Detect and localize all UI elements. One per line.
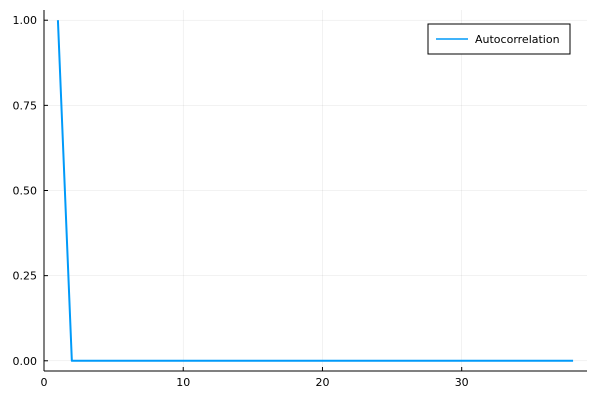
grid bbox=[43, 10, 587, 371]
series-layer bbox=[56, 20, 574, 362]
x-tick-label: 30 bbox=[455, 376, 469, 389]
x-axis-ticks: 0 10 20 30 bbox=[41, 367, 469, 389]
x-tick-label: 0 bbox=[41, 376, 48, 389]
y-tick-label: 0.50 bbox=[13, 185, 38, 198]
y-tick-label: 0.75 bbox=[13, 99, 38, 112]
x-tick-label: 20 bbox=[315, 376, 329, 389]
legend: Autocorrelation bbox=[427, 23, 571, 55]
series-line-autocorrelation bbox=[56, 20, 574, 362]
y-tick-label: 0.00 bbox=[13, 355, 38, 368]
x-tick-label: 10 bbox=[176, 376, 190, 389]
legend-label-autocorrelation: Autocorrelation bbox=[475, 33, 560, 46]
y-axis-ticks: 0.00 0.25 0.50 0.75 1.00 bbox=[13, 14, 48, 368]
y-tick-label: 1.00 bbox=[13, 14, 38, 27]
y-tick-label: 0.25 bbox=[13, 270, 38, 283]
